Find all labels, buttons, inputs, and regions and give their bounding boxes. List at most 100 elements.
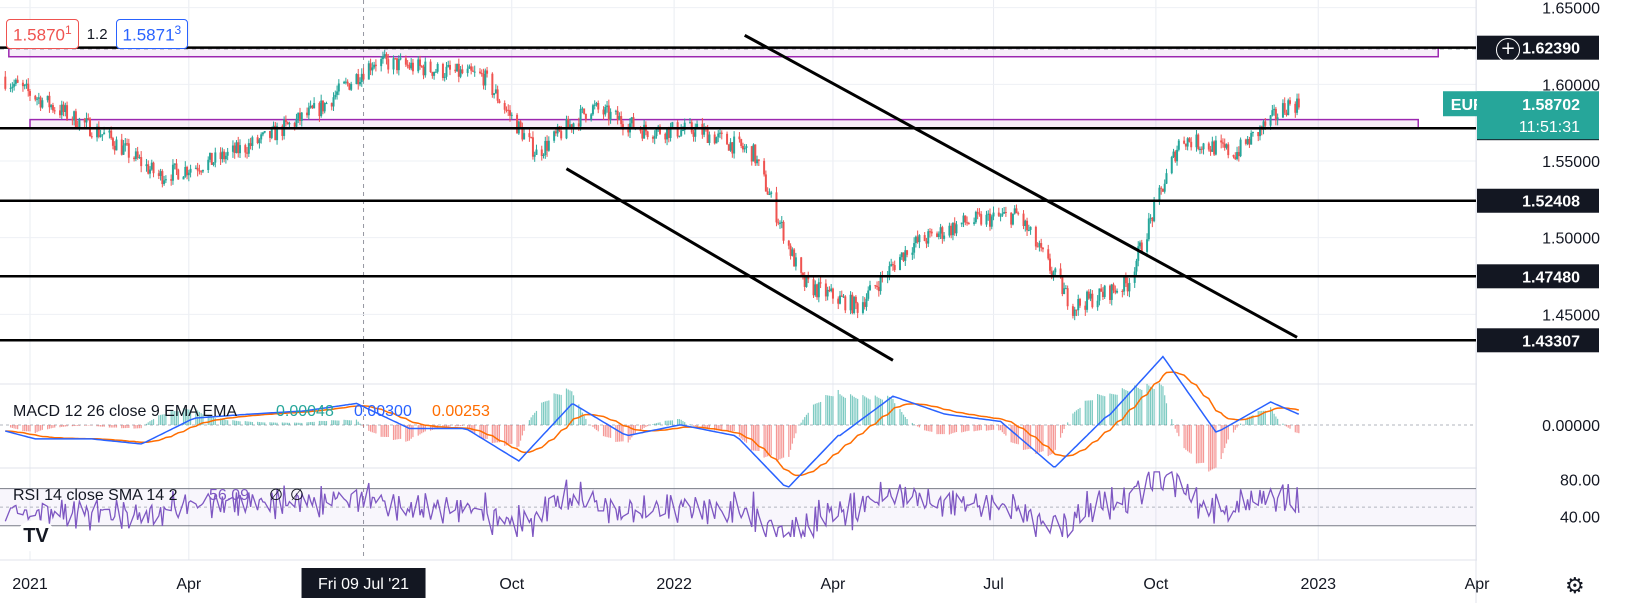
macd-histogram-bar xyxy=(941,425,943,435)
candle-body xyxy=(355,74,358,84)
macd-histogram-bar xyxy=(126,425,128,429)
time-axis[interactable]: 2021 Apr Fri 09 Jul '21 Oct 2022 Apr Jul Oct 202… xyxy=(12,568,1490,598)
candle-body xyxy=(306,112,309,116)
macd-histogram-bar xyxy=(394,425,396,440)
macd-histogram-bar xyxy=(585,418,587,425)
time-tick-label: Apr xyxy=(176,576,202,593)
macd-histogram-bar xyxy=(565,388,568,425)
macd-histogram-bar xyxy=(865,397,868,425)
candle-body xyxy=(408,65,411,69)
candle-body xyxy=(173,163,176,165)
gear-icon[interactable]: ⚙ xyxy=(1565,574,1585,599)
candle-body xyxy=(1188,138,1191,142)
macd-histogram-bar xyxy=(1077,409,1079,425)
candle-body xyxy=(1026,220,1029,231)
macd-histogram-bar xyxy=(264,422,266,425)
macd-histogram-bar xyxy=(708,425,711,430)
macd-histogram-bar xyxy=(530,417,532,425)
candle-body xyxy=(482,74,485,86)
candle-body xyxy=(1149,217,1152,219)
candle-body xyxy=(828,289,831,292)
rsi-label: RSI 14 close SMA 14 2 xyxy=(13,487,178,504)
candle-body xyxy=(1160,187,1163,189)
macd-histogram-bar xyxy=(232,420,234,425)
price-level-value: 1.52408 xyxy=(1522,194,1580,211)
macd-histogram-bar xyxy=(705,425,707,429)
countdown-value: 11:51:31 xyxy=(1519,119,1580,136)
candle-body xyxy=(595,102,598,105)
macd-histogram-bar xyxy=(1151,387,1153,425)
candle-body xyxy=(874,285,877,287)
macd-histogram-bar xyxy=(851,395,853,425)
macd-histogram-bar xyxy=(295,422,298,425)
candle-body xyxy=(941,227,944,239)
candle-body xyxy=(900,252,903,258)
macd-histogram-bar xyxy=(534,412,536,425)
macd-histogram-bar xyxy=(1111,393,1113,425)
macd-histogram-bar xyxy=(491,425,493,444)
macd-histogram-bar xyxy=(745,425,748,443)
macd-histogram-bar xyxy=(807,412,809,425)
macd-tick-label: 0.00000 xyxy=(1542,418,1600,435)
candle-body xyxy=(210,152,213,165)
candle-body xyxy=(110,130,113,139)
macd-histogram-bar xyxy=(39,425,42,431)
candle-body xyxy=(803,276,806,287)
candle-body xyxy=(621,124,624,130)
candle-body xyxy=(103,132,106,135)
macd-histogram-bar xyxy=(535,410,538,425)
candle-body xyxy=(1237,152,1240,157)
macd-histogram-bar xyxy=(639,425,642,431)
candle-body xyxy=(186,166,189,176)
plus-circle-icon[interactable]: + xyxy=(1496,38,1520,62)
macd-histogram-bar xyxy=(987,425,989,431)
macd-histogram-bar xyxy=(445,425,448,428)
macd-histogram-bar xyxy=(1146,383,1148,425)
macd-histogram-bar xyxy=(444,425,446,428)
candle-body xyxy=(519,121,522,128)
macd-histogram-bar xyxy=(629,425,631,440)
macd-histogram-bar xyxy=(85,425,88,426)
candle-body xyxy=(420,65,423,67)
buy-price-box[interactable]: 1.58713 xyxy=(115,18,189,50)
candle-body xyxy=(64,105,67,112)
candle-body xyxy=(793,249,796,267)
candle-body xyxy=(309,105,312,108)
candle-body xyxy=(380,59,383,67)
macd-histogram-bar xyxy=(726,425,728,432)
candle-body xyxy=(593,104,596,106)
price-axis[interactable]: 1.65000 1.60000 1.55000 1.50000 1.45000 0.000… xyxy=(1477,0,1625,603)
macd-histogram-bar xyxy=(936,425,938,435)
macd-histogram-bar xyxy=(962,425,965,432)
macd-histogram-bar xyxy=(728,425,730,432)
candle-body xyxy=(743,147,746,150)
macd-histogram-bar xyxy=(1024,425,1026,450)
macd-histogram-bar xyxy=(274,422,276,425)
candle-body xyxy=(643,124,646,139)
candle-body xyxy=(244,145,247,153)
sell-price-box[interactable]: 1.58701 xyxy=(6,18,79,50)
candle-body xyxy=(233,145,236,153)
macd-histogram-bar xyxy=(641,425,643,430)
candle-body xyxy=(997,212,1000,216)
macd-histogram-bar xyxy=(184,408,186,425)
macd-histogram-bar xyxy=(114,425,116,428)
macd-histogram-bar xyxy=(348,420,351,425)
candle-body xyxy=(1297,98,1300,108)
candle-body xyxy=(187,172,190,176)
rsi-line xyxy=(4,470,1300,540)
candle-body xyxy=(899,257,901,271)
macd-histogram-bar xyxy=(781,425,783,459)
macd-histogram-bar xyxy=(1289,425,1291,429)
candle-body xyxy=(516,114,519,134)
candle-body xyxy=(1151,217,1154,222)
macd-histogram-bar xyxy=(96,425,98,427)
macd-histogram-bar xyxy=(541,402,543,425)
macd-histogram-bar xyxy=(182,408,185,425)
candle-body xyxy=(470,66,473,71)
candle-body xyxy=(719,132,721,134)
macd-histogram-bar xyxy=(474,425,476,434)
candle-body xyxy=(1285,112,1288,116)
candle-body xyxy=(29,91,31,96)
